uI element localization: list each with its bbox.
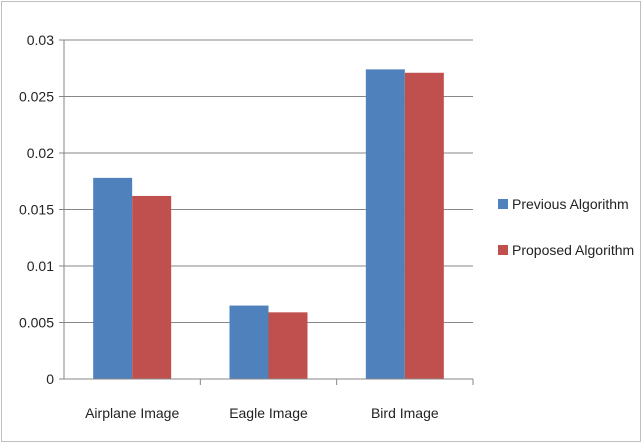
bar-2-2 [269,312,308,379]
bars [93,69,444,379]
y-tick-label-0: 0 [46,371,54,387]
legend-label-1: Previous Algorithm [512,196,629,212]
y-tick-label-4: 0.02 [27,145,54,161]
bar-1-3 [366,69,405,379]
legend-swatch-1 [498,199,508,209]
legend-swatch-2 [498,245,508,255]
x-tick-label-1: Airplane Image [85,405,179,421]
bar-2-1 [132,196,171,379]
x-tick-label-3: Bird Image [371,405,439,421]
y-tick-label-2: 0.01 [27,258,54,274]
bar-1-2 [230,306,269,379]
bar-2-3 [405,73,444,379]
legend: Previous Algorithm Proposed Algorithm [498,196,634,258]
bar-1-1 [93,178,132,379]
y-tick-label-5: 0.025 [19,89,54,105]
y-tick-label-1: 0.005 [19,315,54,331]
y-tick-label-6: 0.03 [27,32,54,48]
legend-label-2: Proposed Algorithm [512,242,634,258]
x-tick-label-2: Eagle Image [229,405,308,421]
y-tick-label-3: 0.015 [19,202,54,218]
